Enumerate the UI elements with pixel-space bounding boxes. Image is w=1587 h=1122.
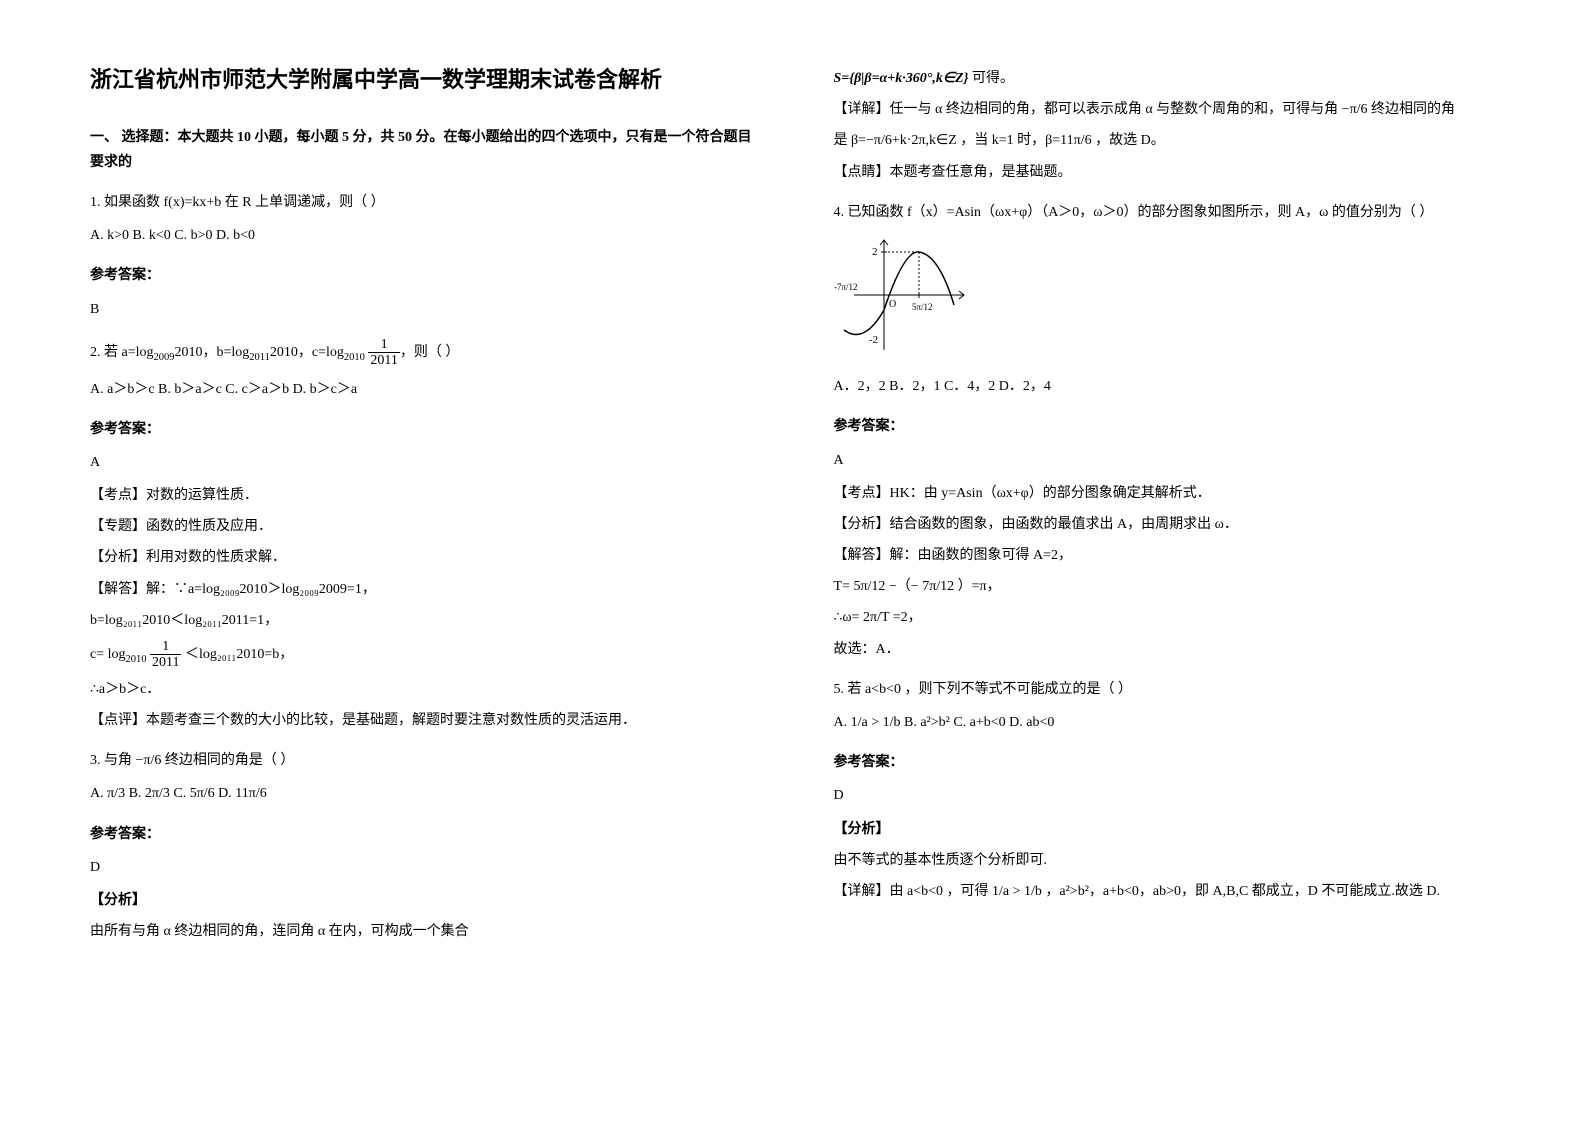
q4-options: A．2，2 B．2，1 C．4，2 D．2，4 <box>834 374 1498 399</box>
q2-j3num: 1 <box>150 639 181 655</box>
q1-options: A. k>0 B. k<0 C. b>0 D. b<0 <box>90 223 754 248</box>
q2-j3b: log <box>108 647 126 662</box>
q2-stem-c: 2010，c=log <box>270 345 344 360</box>
q2-j3a: c= <box>90 647 104 662</box>
q2-kaodian: 【考点】对数的运算性质． <box>90 483 754 508</box>
q2-sub2: 2011 <box>249 352 270 363</box>
q3-stem: 3. 与角 −π/6 终边相同的角是（ ） <box>90 748 754 773</box>
q4-stem: 4. 已知函数 f（x）=Asin（ωx+φ）（A＞0，ω＞0）的部分图象如图所… <box>834 200 1498 225</box>
q5-fenxi: 由不等式的基本性质逐个分析即可. <box>834 848 1498 873</box>
q2-answer: A <box>90 450 754 475</box>
graph-ymin: -2 <box>869 334 878 346</box>
q2-dianping: 【点评】本题考查三个数的大小的比较，是基础题，解题时要注意对数性质的灵活运用． <box>90 708 754 733</box>
q2-j3den: 2011 <box>150 655 181 670</box>
q1-stem: 1. 如果函数 f(x)=kx+b 在 R 上单调递减，则（ ） <box>90 190 754 215</box>
q3-answer: D <box>90 855 754 880</box>
q2-stem-d: ，则（ ） <box>400 345 460 360</box>
page-title: 浙江省杭州市师范大学附属中学高一数学理期末试卷含解析 <box>90 60 754 100</box>
q2-sub3: 2010 <box>344 352 365 363</box>
q3-fenxi: 由所有与角 α 终边相同的角，连同角 α 在内，可构成一个集合 <box>90 919 754 944</box>
q2-options: A. a＞b＞c B. b＞a＞c C. c＞a＞b D. b＞c＞a <box>90 377 754 402</box>
graph-ymax: 2 <box>872 246 878 258</box>
q5-xiangjie: 【详解】由 a<b<0 ，可得 1/a > 1/b ，a²>b²，a+b<0，a… <box>834 879 1498 904</box>
kede: 可得。 <box>972 71 1014 86</box>
q3-options: A. π/3 B. 2π/3 C. 5π/6 D. 11π/6 <box>90 781 754 806</box>
q5-options: A. 1/a > 1/b B. a²>b² C. a+b<0 D. ab<0 <box>834 710 1498 735</box>
q4-jieda1: 【解答】解：由函数的图象可得 A=2， <box>834 543 1498 568</box>
right-xiangjie: 【详解】任一与 α 终边相同的角，都可以表示成角 α 与整数个周角的和，可得与角… <box>834 97 1498 122</box>
q4-answer-label: 参考答案： <box>834 414 1498 439</box>
q2-j3sub: 2010 <box>126 654 147 665</box>
q2-jieda4: ∴a＞b＞c． <box>90 677 754 702</box>
q2-zhuanti: 【专题】函数的性质及应用． <box>90 514 754 539</box>
q5-stem: 5. 若 a<b<0 ，则下列不等式不可能成立的是（ ） <box>834 677 1498 702</box>
graph-x2: 5π/12 <box>912 302 933 312</box>
q2-sub1: 2009 <box>154 352 175 363</box>
right-shi: 是 β=−π/6+k·2π,k∈Z ，当 k=1 时，β=11π/6 ，故选 D… <box>834 128 1498 153</box>
q4-graph: 2 -2 -7π/12 5π/12 O <box>834 235 1498 364</box>
section1-title: 一、 选择题：本大题共 10 小题，每小题 5 分，共 50 分。在每小题给出的… <box>90 125 754 175</box>
q2-stem-a: 2. 若 a=log <box>90 345 154 360</box>
q2-stem: 2. 若 a=log20092010，b=log20112010，c=log20… <box>90 337 754 369</box>
q1-answer: B <box>90 297 754 322</box>
q4-jieda4: 故选：A． <box>834 637 1498 662</box>
right-dianjing: 【点睛】本题考查任意角，是基础题。 <box>834 160 1498 185</box>
q3-fenxi-label: 【分析】 <box>90 888 754 913</box>
q2-stem-b: 2010，b=log <box>175 345 250 360</box>
set-expr: S={β|β=α+k·360°,k∈Z} <box>834 71 972 86</box>
svg-text:O: O <box>889 299 896 310</box>
q1-answer-label: 参考答案： <box>90 263 754 288</box>
q5-answer-label: 参考答案： <box>834 750 1498 775</box>
q2-fenxi: 【分析】利用对数的性质求解． <box>90 545 754 570</box>
q4-answer: A <box>834 448 1498 473</box>
q2-answer-label: 参考答案： <box>90 417 754 442</box>
q5-fenxi-label: 【分析】 <box>834 817 1498 842</box>
q2-jieda2: b=log₂₀₁₁2010＜log₂₀₁₁2011=1， <box>90 608 754 633</box>
q2-jieda3: c= log2010 1 2011 ＜log₂₀₁₁2010=b， <box>90 639 754 671</box>
q4-jieda2: T= 5π/12 −（− 7π/12 ）=π， <box>834 574 1498 599</box>
q4-kaodian: 【考点】HK：由 y=Asin（ωx+φ）的部分图象确定其解析式． <box>834 481 1498 506</box>
q2-frac-num: 1 <box>368 337 399 353</box>
q2-frac-den: 2011 <box>368 353 399 368</box>
q2-j3c: ＜log₂₀₁₁2010=b， <box>185 647 293 662</box>
q5-answer: D <box>834 783 1498 808</box>
q4-jieda3: ∴ω= 2π/T =2， <box>834 605 1498 630</box>
q2-jieda1: 【解答】解：∵a=log₂₀₀₉2010＞log₂₀₀₉2009=1， <box>90 577 754 602</box>
graph-x1: -7π/12 <box>834 282 858 292</box>
q4-fenxi: 【分析】结合函数的图象，由函数的最值求出 A，由周期求出 ω． <box>834 512 1498 537</box>
set-line: S={β|β=α+k·360°,k∈Z} 可得。 <box>834 66 1498 91</box>
q3-answer-label: 参考答案： <box>90 822 754 847</box>
